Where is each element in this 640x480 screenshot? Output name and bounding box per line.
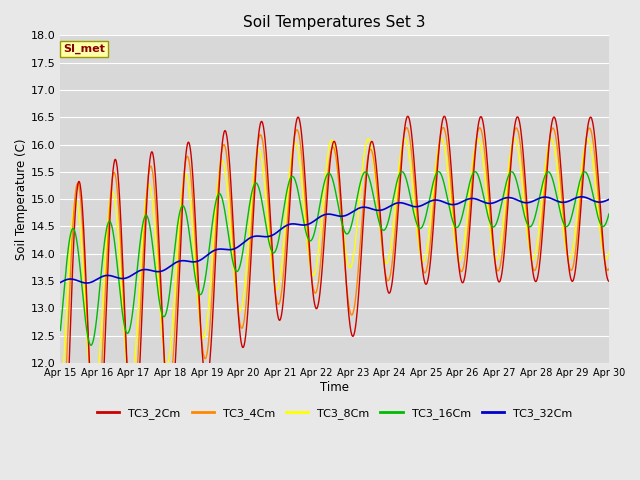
Line: TC3_4Cm: TC3_4Cm <box>60 128 609 460</box>
Line: TC3_32Cm: TC3_32Cm <box>60 197 609 283</box>
TC3_2Cm <box>540 208 548 214</box>
TC3_32Cm <box>166 264 173 270</box>
Y-axis label: Soil Temperature (C): Soil Temperature (C) <box>15 138 28 260</box>
Text: SI_met: SI_met <box>63 44 105 54</box>
TC3_16Cm <box>492 221 500 227</box>
TC3_32Cm <box>540 194 548 200</box>
TC3_16Cm <box>240 240 248 246</box>
TC3_2Cm <box>240 344 248 349</box>
TC3_2Cm <box>440 113 448 119</box>
Line: TC3_8Cm: TC3_8Cm <box>60 139 609 408</box>
TC3_8Cm <box>240 293 248 299</box>
TC3_2Cm <box>165 413 173 419</box>
TC3_4Cm <box>540 192 548 198</box>
TC3_8Cm <box>540 175 548 181</box>
TC3_4Cm <box>240 320 248 326</box>
TC3_16Cm <box>435 169 442 175</box>
TC3_32Cm <box>179 258 187 264</box>
TC3_2Cm <box>492 264 499 270</box>
TC3_32Cm <box>605 196 612 202</box>
X-axis label: Time: Time <box>320 381 349 394</box>
TC3_32Cm <box>492 199 499 205</box>
TC3_16Cm <box>166 292 173 298</box>
TC3_32Cm <box>83 280 90 286</box>
TC3_4Cm <box>179 191 186 197</box>
TC3_4Cm <box>605 266 612 272</box>
Line: TC3_16Cm: TC3_16Cm <box>60 172 609 345</box>
TC3_16Cm <box>420 220 428 226</box>
TC3_4Cm <box>492 263 499 268</box>
TC3_8Cm <box>56 405 64 410</box>
Title: Soil Temperatures Set 3: Soil Temperatures Set 3 <box>243 15 426 30</box>
TC3_32Cm <box>420 202 428 207</box>
TC3_4Cm <box>439 125 447 131</box>
TC3_8Cm <box>401 136 409 142</box>
TC3_4Cm <box>420 268 428 274</box>
TC3_16Cm <box>179 203 187 209</box>
TC3_8Cm <box>179 185 186 191</box>
TC3_2Cm <box>605 278 612 284</box>
Legend: TC3_2Cm, TC3_4Cm, TC3_8Cm, TC3_16Cm, TC3_32Cm: TC3_2Cm, TC3_4Cm, TC3_8Cm, TC3_16Cm, TC3… <box>93 403 577 423</box>
TC3_32Cm <box>240 239 248 245</box>
TC3_8Cm <box>605 249 612 255</box>
TC3_16Cm <box>56 327 64 333</box>
TC3_2Cm <box>179 205 186 211</box>
TC3_32Cm <box>56 279 64 285</box>
TC3_16Cm <box>541 174 548 180</box>
TC3_8Cm <box>492 257 499 263</box>
TC3_16Cm <box>605 211 612 217</box>
TC3_8Cm <box>165 356 173 361</box>
Line: TC3_2Cm: TC3_2Cm <box>60 116 609 480</box>
TC3_4Cm <box>165 386 173 392</box>
TC3_4Cm <box>56 457 64 463</box>
TC3_2Cm <box>420 275 428 280</box>
TC3_8Cm <box>420 258 428 264</box>
TC3_32Cm <box>577 194 585 200</box>
TC3_16Cm <box>87 342 95 348</box>
